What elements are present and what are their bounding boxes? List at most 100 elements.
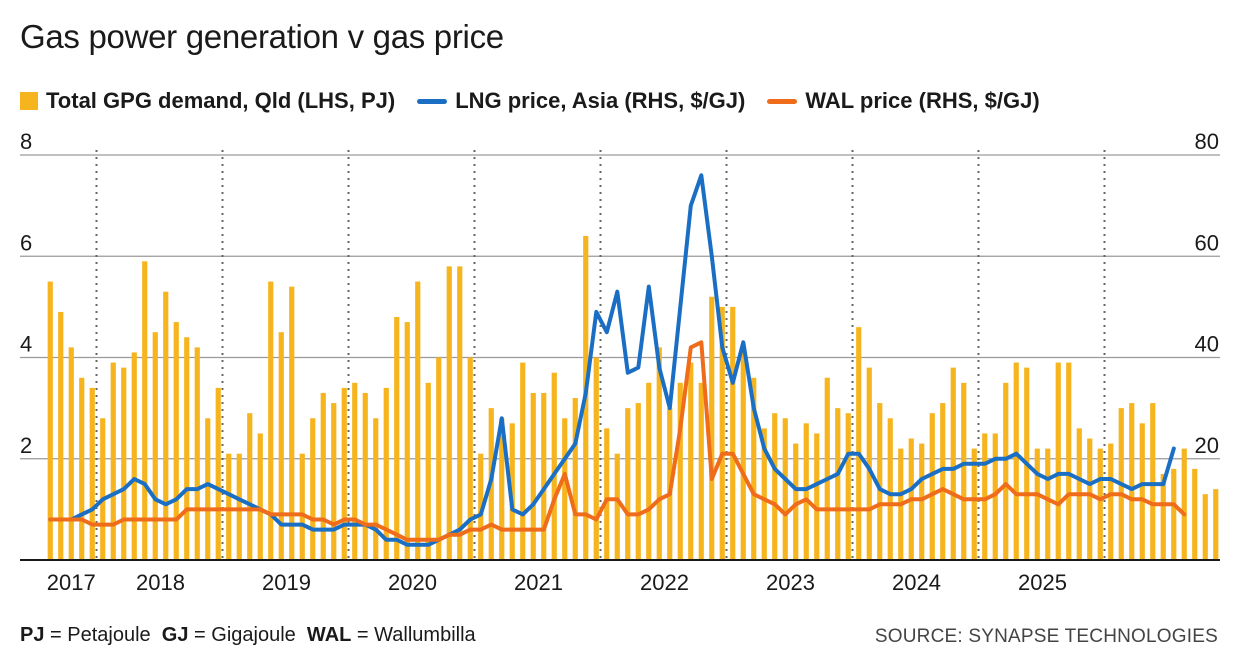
bar-gpg-demand xyxy=(1045,448,1051,560)
bar-gpg-demand xyxy=(572,398,578,560)
y-left-tick-label: 4 xyxy=(20,332,32,357)
footnote-text-gj: = Gigajoule xyxy=(194,624,296,646)
bar-gpg-demand xyxy=(100,418,106,560)
y-right-tick-label: 40 xyxy=(1195,332,1219,357)
bar-gpg-demand xyxy=(310,418,316,560)
bar-gpg-demand xyxy=(740,352,746,560)
legend-item-wal-price: WAL price (RHS, $/GJ) xyxy=(767,88,1040,114)
bar-gpg-demand xyxy=(772,413,778,560)
x-tick-label: 2017 xyxy=(47,570,96,595)
footnote-abbr-wal: WAL xyxy=(306,624,352,646)
bar-gpg-demand xyxy=(551,372,557,560)
bar-gpg-demand xyxy=(446,266,452,560)
bar-gpg-demand xyxy=(383,387,389,560)
bar-gpg-demand xyxy=(236,453,242,560)
bar-gpg-demand xyxy=(1160,473,1166,560)
legend-item-gpg-demand: Total GPG demand, Qld (LHS, PJ) xyxy=(20,88,395,114)
bar-gpg-demand xyxy=(415,281,421,560)
x-tick-label: 2024 xyxy=(892,570,941,595)
y-right-tick-label: 20 xyxy=(1195,433,1219,458)
bar-gpg-demand xyxy=(352,382,358,560)
bar-gpg-demand xyxy=(793,443,799,560)
bar-gpg-demand xyxy=(373,418,379,560)
bar-gpg-demand xyxy=(730,306,736,560)
bar-gpg-demand xyxy=(824,377,830,560)
bar-gpg-demand xyxy=(58,311,64,560)
bar-gpg-demand xyxy=(866,367,872,560)
bar-gpg-demand xyxy=(656,347,662,560)
bar-gpg-demand xyxy=(1013,362,1019,560)
legend-swatch-bar xyxy=(20,92,38,110)
bar-gpg-demand xyxy=(467,357,473,560)
bar-gpg-demand xyxy=(1171,468,1177,560)
bar-gpg-demand xyxy=(982,433,988,560)
y-left-tick-label: 2 xyxy=(20,433,32,458)
bar-gpg-demand xyxy=(131,352,137,560)
bar-gpg-demand xyxy=(457,266,463,560)
bar-gpg-demand xyxy=(635,403,641,560)
bar-gpg-demand xyxy=(394,317,400,560)
legend-swatch-line xyxy=(767,98,798,104)
legend: Total GPG demand, Qld (LHS, PJ) LNG pric… xyxy=(20,88,1062,114)
bar-gpg-demand xyxy=(184,337,190,560)
legend-item-lng-price: LNG price, Asia (RHS, $/GJ) xyxy=(417,88,745,114)
bar-gpg-demand xyxy=(677,382,683,560)
bar-gpg-demand xyxy=(152,332,158,560)
bar-gpg-demand xyxy=(929,413,935,560)
bar-gpg-demand xyxy=(47,281,53,560)
footnote-text-wal: = Wallumbilla xyxy=(356,624,476,646)
bar-gpg-demand xyxy=(205,418,211,560)
bar-gpg-demand xyxy=(940,403,946,560)
bar-gpg-demand xyxy=(436,357,442,560)
line-wal-price xyxy=(48,340,1187,542)
bar-gpg-demand xyxy=(1181,448,1187,560)
bar-gpg-demand xyxy=(121,367,127,560)
bar-gpg-demand xyxy=(719,306,725,560)
bar-gpg-demand xyxy=(215,387,221,560)
bar-gpg-demand xyxy=(1003,382,1009,560)
bar-gpg-demand xyxy=(110,362,116,560)
bar-gpg-demand xyxy=(68,347,74,560)
bar-gpg-demand xyxy=(404,322,410,560)
bar-gpg-demand xyxy=(247,413,253,560)
line-lng-price xyxy=(48,173,1176,547)
x-tick-label: 2022 xyxy=(640,570,689,595)
bar-gpg-demand xyxy=(1192,468,1198,560)
y-right-tick-label: 60 xyxy=(1195,230,1219,255)
bar-gpg-demand xyxy=(331,403,337,560)
y-left-tick-label: 6 xyxy=(20,230,32,255)
bar-gpg-demand xyxy=(877,403,883,560)
bar-gpg-demand xyxy=(593,357,599,560)
bar-gpg-demand xyxy=(1150,403,1156,560)
bar-gpg-demand xyxy=(341,387,347,560)
bar-gpg-demand xyxy=(1055,362,1061,560)
legend-label-gpg-demand: Total GPG demand, Qld (LHS, PJ) xyxy=(46,88,396,113)
bar-gpg-demand xyxy=(698,382,704,560)
bar-gpg-demand xyxy=(845,413,851,560)
bar-gpg-demand xyxy=(1129,403,1135,560)
bar-gpg-demand xyxy=(856,327,862,560)
bar-gpg-demand xyxy=(803,423,809,560)
bar-gpg-demand xyxy=(257,433,263,560)
bar-gpg-demand xyxy=(278,332,284,560)
bar-gpg-demand xyxy=(289,286,295,560)
bar-gpg-demand xyxy=(614,453,620,560)
bar-gpg-demand xyxy=(1034,448,1040,560)
legend-label-wal-price: WAL price (RHS, $/GJ) xyxy=(805,88,1040,113)
bar-gpg-demand xyxy=(173,322,179,560)
bar-gpg-demand xyxy=(194,347,200,560)
bar-gpg-demand xyxy=(1066,362,1072,560)
bar-gpg-demand xyxy=(887,418,893,560)
legend-label-lng-price: LNG price, Asia (RHS, $/GJ) xyxy=(455,88,746,113)
source-note: SOURCE: SYNAPSE TECHNOLOGIES xyxy=(874,626,1218,647)
bar-gpg-demand xyxy=(761,428,767,560)
bar-gpg-demand xyxy=(425,382,431,560)
bar-gpg-demand xyxy=(625,408,631,560)
bar-gpg-demand xyxy=(919,443,925,560)
bar-gpg-demand xyxy=(604,428,610,560)
bar-gpg-demand xyxy=(1202,494,1208,560)
bar-gpg-demand xyxy=(142,261,148,560)
bar-gpg-demand xyxy=(1139,423,1145,560)
bar-gpg-demand xyxy=(478,453,484,560)
bar-gpg-demand xyxy=(688,362,694,560)
